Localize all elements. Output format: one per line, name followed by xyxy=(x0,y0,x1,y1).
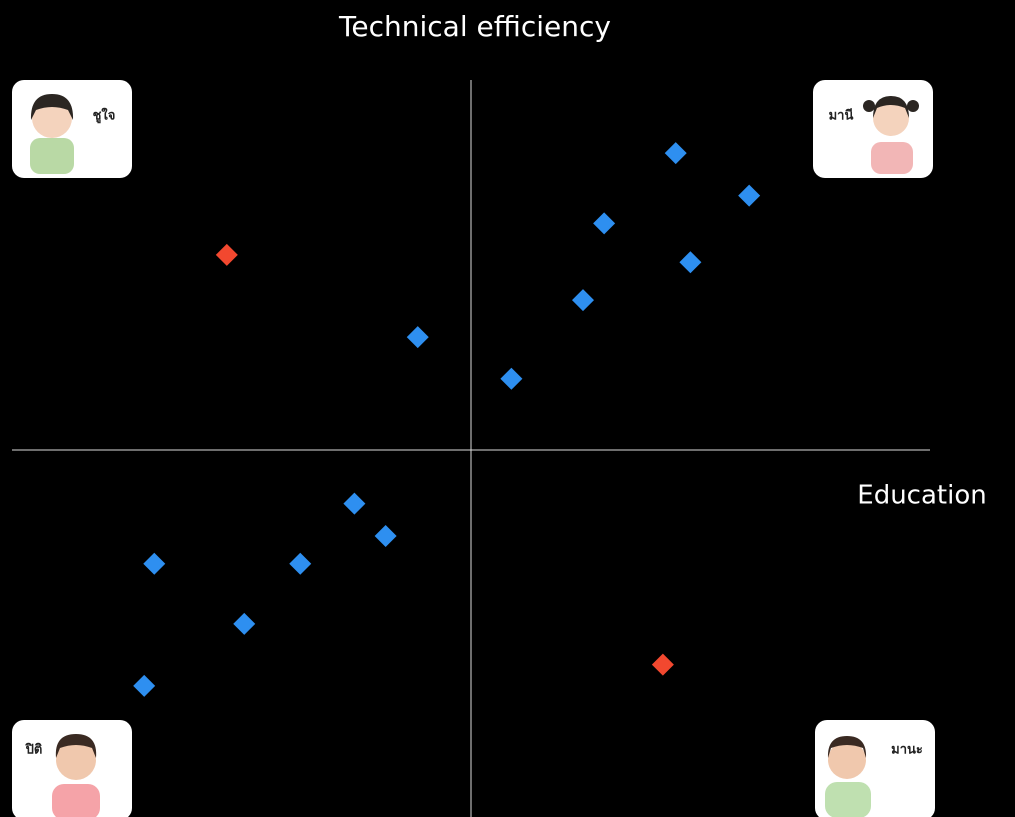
point xyxy=(215,243,238,266)
point xyxy=(738,184,761,207)
chart-title: Technical efficiency xyxy=(338,10,611,43)
card-label: ชูใจ xyxy=(93,107,116,124)
point xyxy=(374,525,397,548)
point xyxy=(664,142,687,165)
card-top-right: มานี xyxy=(813,80,933,178)
point xyxy=(343,492,366,515)
point xyxy=(500,367,523,390)
card-label: ปิติ xyxy=(25,743,43,758)
card-top-left: ชูใจ xyxy=(12,80,132,178)
point xyxy=(133,674,156,697)
point xyxy=(406,326,429,349)
avatar xyxy=(52,734,100,817)
x-axis-label: Education xyxy=(857,481,986,511)
avatar xyxy=(30,94,74,174)
avatar xyxy=(825,736,871,817)
point xyxy=(651,653,674,676)
card-label: มานะ xyxy=(891,743,923,758)
point xyxy=(593,212,616,235)
point xyxy=(571,289,594,312)
point xyxy=(233,612,256,635)
card-bottom-left: ปิติ xyxy=(12,720,132,817)
avatar xyxy=(863,96,919,174)
point xyxy=(143,552,166,575)
point xyxy=(679,251,702,274)
card-bottom-right: มานะ xyxy=(815,720,935,817)
point xyxy=(289,552,312,575)
card-label: มานี xyxy=(829,108,854,124)
